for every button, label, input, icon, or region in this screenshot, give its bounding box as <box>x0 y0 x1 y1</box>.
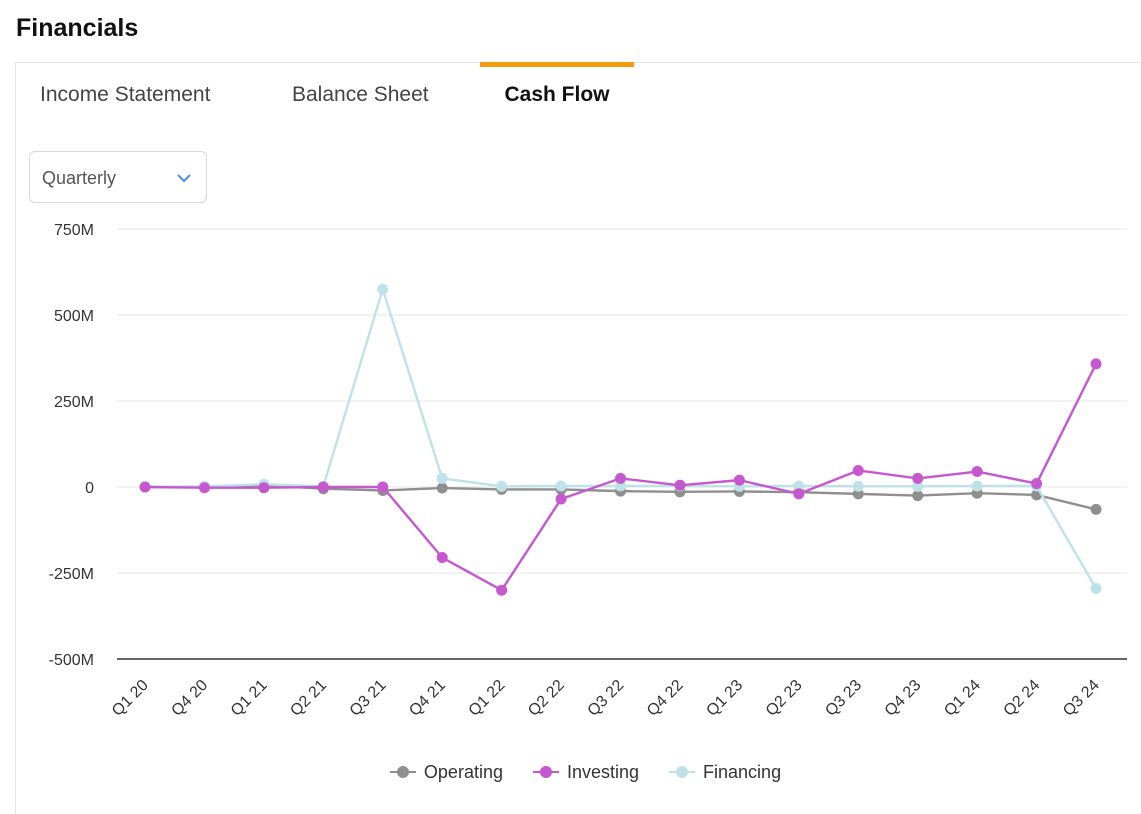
data-point-investing[interactable] <box>615 472 627 484</box>
data-point-financing[interactable] <box>793 480 805 492</box>
data-point-financing[interactable] <box>555 480 567 492</box>
data-point-financing[interactable] <box>1090 582 1102 594</box>
data-point-investing[interactable] <box>852 464 864 476</box>
active-tab-indicator <box>480 62 634 67</box>
data-point-operating[interactable] <box>852 488 864 500</box>
tab-cash-flow-label: Cash Flow <box>504 83 610 106</box>
x-tick-label: Q4 21 <box>406 677 449 720</box>
data-point-investing[interactable] <box>258 482 270 494</box>
x-tick-label: Q4 20 <box>168 677 211 720</box>
y-tick-label: 500M <box>54 308 94 325</box>
data-point-operating[interactable] <box>436 482 448 494</box>
x-tick-label: Q1 23 <box>703 677 746 720</box>
chevron-down-icon <box>177 174 191 183</box>
data-point-financing[interactable] <box>436 472 448 484</box>
x-tick-label: Q1 21 <box>228 677 271 720</box>
data-point-investing[interactable] <box>1031 478 1043 490</box>
financials-card: Income Statement Balance Sheet Cash Flow… <box>15 62 1141 814</box>
page-title: Financials <box>16 14 139 42</box>
data-point-investing[interactable] <box>198 482 210 494</box>
y-tick-label: 250M <box>54 394 94 411</box>
data-point-financing[interactable] <box>377 283 389 295</box>
data-point-investing[interactable] <box>674 479 686 491</box>
data-point-investing[interactable] <box>317 481 329 493</box>
data-point-investing[interactable] <box>377 481 389 493</box>
x-tick-label: Q3 23 <box>822 677 865 720</box>
x-tick-label: Q4 22 <box>644 677 687 720</box>
series-line-financing <box>144 288 1098 590</box>
data-point-financing[interactable] <box>852 480 864 492</box>
data-point-operating[interactable] <box>1090 503 1102 515</box>
legend-swatch <box>532 766 559 778</box>
legend-swatch <box>669 766 696 778</box>
y-tick-label: 0 <box>85 480 94 497</box>
data-point-investing[interactable] <box>555 493 567 505</box>
legend-item-operating[interactable]: Operating <box>389 760 503 784</box>
data-point-investing[interactable] <box>436 552 448 564</box>
x-tick-label: Q2 23 <box>763 677 806 720</box>
x-tick-label: Q3 21 <box>347 677 390 720</box>
tab-cash-flow[interactable]: Cash Flow <box>480 62 634 123</box>
x-tick-label: Q1 20 <box>109 677 152 720</box>
x-tick-label: Q4 23 <box>882 677 925 720</box>
legend-label: Operating <box>423 761 503 782</box>
x-tick-label: Q2 24 <box>1001 677 1044 720</box>
data-point-investing[interactable] <box>139 481 151 493</box>
x-tick-label: Q1 24 <box>941 677 984 720</box>
data-point-investing[interactable] <box>971 466 983 478</box>
period-select[interactable]: Quarterly <box>29 151 207 203</box>
data-point-investing[interactable] <box>1090 358 1102 370</box>
data-point-investing[interactable] <box>496 584 508 596</box>
x-tick-label: Q3 24 <box>1060 677 1103 720</box>
chart-legend: Operating Investing Financing <box>0 760 1141 784</box>
data-point-operating[interactable] <box>912 490 924 502</box>
data-point-investing[interactable] <box>733 474 745 486</box>
legend-label: Investing <box>566 761 640 782</box>
y-tick-label: -500M <box>49 652 94 669</box>
legend-swatch <box>389 766 416 778</box>
x-tick-label: Q2 21 <box>287 677 330 720</box>
legend-item-financing[interactable]: Financing <box>669 760 781 784</box>
tab-balance-sheet[interactable]: Balance Sheet <box>292 83 429 106</box>
data-point-investing[interactable] <box>912 472 924 484</box>
x-tick-label: Q2 22 <box>525 677 568 720</box>
x-tick-label: Q3 22 <box>585 677 628 720</box>
y-tick-label: 750M <box>54 222 94 239</box>
data-point-financing[interactable] <box>971 480 983 492</box>
x-tick-label: Q1 22 <box>466 677 509 720</box>
data-point-financing[interactable] <box>912 480 924 492</box>
legend-label: Financing <box>703 761 782 782</box>
y-tick-label: -250M <box>49 566 94 583</box>
period-select-value: Quarterly <box>42 168 117 188</box>
legend-item-investing[interactable]: Investing <box>532 760 640 784</box>
statement-tabs: Income Statement Balance Sheet Cash Flow <box>16 62 1141 123</box>
tab-income-statement[interactable]: Income Statement <box>40 83 211 106</box>
data-point-investing[interactable] <box>793 488 805 500</box>
data-point-financing[interactable] <box>496 480 508 492</box>
data-point-financing[interactable] <box>615 480 627 492</box>
